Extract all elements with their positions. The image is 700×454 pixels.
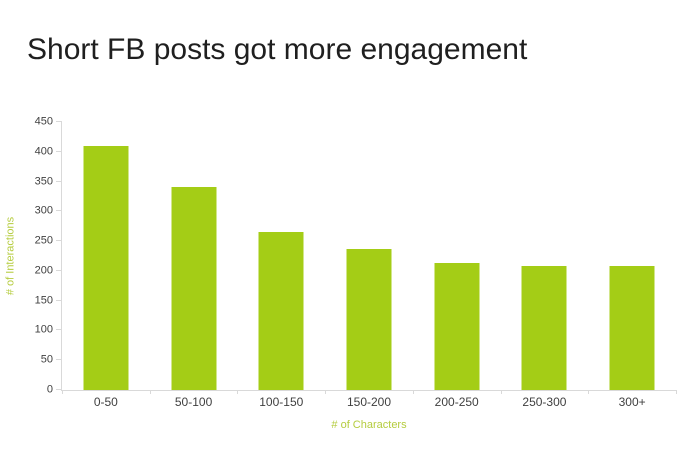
- y-axis-tick-label: 250: [34, 234, 53, 247]
- y-axis-tick-mark: [56, 240, 62, 242]
- y-axis-tick-mark: [56, 389, 62, 390]
- y-axis-tick-mark: [56, 329, 62, 331]
- x-axis-tick-mark: [149, 390, 151, 394]
- bar-50-100: [171, 186, 217, 390]
- y-axis-tick-label: 50: [40, 353, 53, 366]
- y-axis-tick-label: 450: [34, 115, 53, 128]
- x-axis-tick-mark: [237, 390, 239, 394]
- y-axis-tick-label: 100: [34, 323, 53, 336]
- bar-0-50: [83, 145, 129, 390]
- y-axis-tick-label: 400: [34, 145, 53, 158]
- y-axis-tick-label: 300: [34, 204, 53, 217]
- y-axis-tick-mark: [56, 359, 62, 361]
- bar-250-300: [521, 265, 567, 390]
- bar-150-200: [346, 248, 392, 390]
- x-axis-title: # of Characters: [331, 419, 407, 431]
- y-axis-tick-mark: [56, 121, 62, 122]
- y-axis-title: # of Interactions: [4, 216, 17, 296]
- y-axis-tick-label: 350: [34, 175, 53, 188]
- x-axis-tick-label: 0-50: [93, 395, 118, 409]
- bar-200-250: [434, 263, 480, 390]
- page-title: Short FB posts got more engagement: [27, 33, 528, 66]
- x-axis-tick-label: 250-300: [522, 395, 567, 409]
- x-axis-tick-label: 100-150: [259, 395, 304, 409]
- bar-300+: [609, 265, 655, 390]
- y-axis-tick-label: 0: [46, 383, 53, 396]
- y-axis-tick-mark: [56, 150, 62, 152]
- x-axis-tick-mark: [412, 390, 414, 394]
- y-axis-tick-label: 150: [34, 294, 53, 307]
- x-axis-tick-mark: [676, 390, 677, 394]
- x-axis-tick-mark: [500, 390, 502, 394]
- y-axis-tick-label: 200: [34, 264, 53, 277]
- plot-area: # of Characters 0 50 100 150 200 250 300 350 400…: [35, 116, 677, 431]
- x-axis-tick-mark: [62, 390, 63, 394]
- y-axis-tick-mark: [56, 210, 62, 212]
- x-axis-tick-label: 300+: [618, 395, 646, 409]
- x-axis-tick-mark: [325, 390, 327, 394]
- bar-100-150: [258, 231, 304, 390]
- x-axis-tick-label: 200-250: [434, 395, 479, 409]
- x-axis-tick-label: 150-200: [346, 395, 392, 409]
- x-axis-tick-label: 50-100: [174, 395, 213, 409]
- y-axis-tick-mark: [56, 180, 62, 182]
- y-axis-tick-mark: [56, 269, 62, 271]
- y-axis-tick-mark: [56, 299, 62, 301]
- x-axis-tick-mark: [588, 390, 590, 394]
